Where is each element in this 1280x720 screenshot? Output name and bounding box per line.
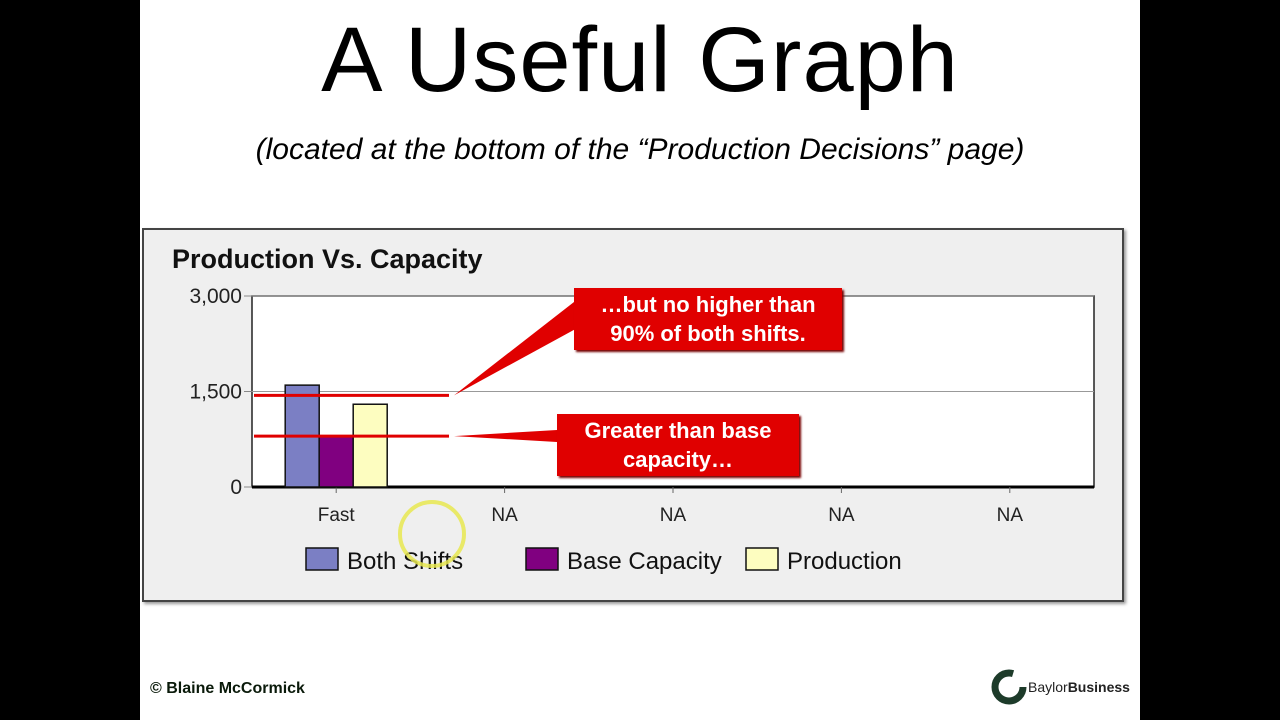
y-tick-label: 0 [230, 476, 242, 499]
y-tick-label: 1,500 [189, 381, 242, 404]
slide-subtitle: (located at the bottom of the “Productio… [255, 133, 1025, 166]
bar-production [352, 403, 388, 488]
bar-base-capacity [318, 435, 354, 488]
y-tick-label: 3,000 [189, 285, 242, 308]
legend-label: Base Capacity [567, 548, 722, 575]
slide-title: A Useful Graph [321, 9, 959, 111]
chart-title: Production Vs. Capacity [172, 244, 483, 274]
legend-label: Production [787, 548, 902, 575]
legend-swatch [525, 547, 559, 571]
x-tick-label: NA [997, 505, 1024, 526]
x-tick-label: Fast [318, 505, 356, 526]
x-tick-label: NA [828, 505, 855, 526]
cursor-highlight-icon [398, 500, 466, 568]
x-tick-label: NA [660, 505, 687, 526]
x-tick-label: NA [491, 505, 518, 526]
callout-pointer [454, 430, 557, 442]
baylor-logo-icon [991, 669, 1027, 705]
legend-swatch [745, 547, 779, 571]
slide: A Useful Graph (located at the bottom of… [140, 0, 1140, 720]
callout-lower: Greater than base capacity… [557, 414, 799, 476]
legend-swatch [305, 547, 339, 571]
logo-text-light: Baylor [1028, 679, 1068, 695]
baylor-business-logo: Baylor Business [990, 668, 1130, 706]
callout-upper: …but no higher than 90% of both shifts. [574, 288, 842, 350]
chart-panel: Production Vs. Capacity 0 1,500 3,000 Fast N… [142, 228, 1124, 602]
logo-text-bold: Business [1067, 679, 1130, 695]
copyright-footer: © Blaine McCormick [150, 680, 305, 697]
